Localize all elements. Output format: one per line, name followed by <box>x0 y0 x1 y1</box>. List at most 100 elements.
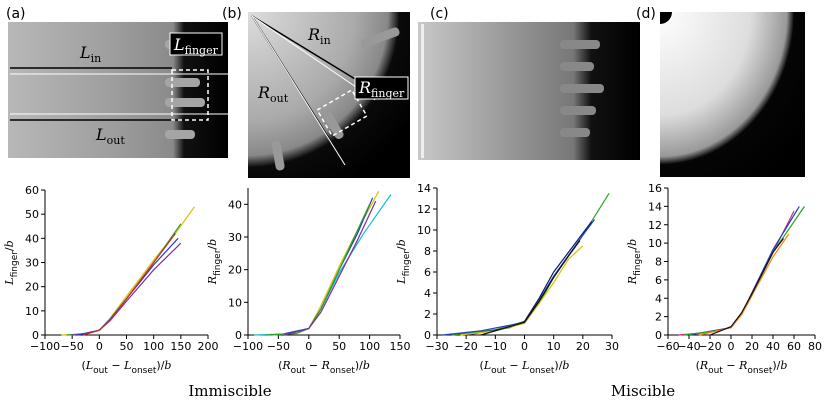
data-line <box>688 206 800 336</box>
data-line <box>72 242 182 336</box>
x-tick-label: −20 <box>455 340 478 353</box>
y-tick-label: 10 <box>648 237 662 250</box>
x-tick-label: −10 <box>484 340 507 353</box>
x-axis-label: (Lout − Lonset)/b <box>82 359 172 376</box>
label-part: onset <box>747 366 772 376</box>
x-tick-label: 100 <box>359 340 380 353</box>
data-line <box>678 210 795 336</box>
label-part: )/ <box>156 359 164 372</box>
label-part: R <box>206 276 219 285</box>
label-part: b <box>626 239 639 246</box>
x-tick-label: −50 <box>267 340 290 353</box>
label-part: / <box>3 247 16 251</box>
x-tick-label: 20 <box>576 340 590 353</box>
y-tick-label: 6 <box>655 274 662 287</box>
y-tick-label: 40 <box>228 198 242 211</box>
data-line <box>254 194 392 336</box>
y-axis-label: Lfinger/b <box>3 240 20 285</box>
label-part: / <box>395 246 408 250</box>
label-part: )/ <box>554 359 562 372</box>
y-tick-label: 0 <box>655 329 662 342</box>
y-tick-label: 4 <box>424 287 431 300</box>
x-axis-label: (Rout − Ronset)/b <box>278 359 370 376</box>
x-tick-label: −100 <box>30 340 60 353</box>
label-part: b <box>206 239 219 246</box>
y-tick-label: 20 <box>25 281 39 294</box>
x-axis-label: (Rout − Ronset)/b <box>696 359 788 376</box>
label-part: )/ <box>772 359 780 372</box>
annotation: Lout <box>95 125 125 147</box>
data-line <box>480 240 581 336</box>
label-part: finger <box>633 249 643 276</box>
label-part: b <box>3 240 16 247</box>
panel-label: (a) <box>6 6 26 22</box>
label-part: − <box>305 359 321 372</box>
label-part: R <box>281 359 290 372</box>
label-part: R <box>626 276 639 285</box>
label-part: out <box>708 366 723 376</box>
data-line <box>61 206 195 336</box>
label-part: L <box>483 359 491 372</box>
data-line <box>460 245 584 336</box>
label-part: / <box>206 246 219 250</box>
y-tick-label: 10 <box>25 305 39 318</box>
y-tick-label: 30 <box>228 231 242 244</box>
label-part: L <box>123 359 131 372</box>
y-tick-label: 6 <box>424 266 431 279</box>
y-tick-label: 4 <box>655 292 662 305</box>
annotation: Lfinger <box>173 35 219 57</box>
label-part: − <box>506 359 522 372</box>
y-tick-label: 20 <box>228 264 242 277</box>
x-tick-label: −40 <box>677 340 700 353</box>
y-axis-label: Rfinger/b <box>206 239 223 285</box>
y-tick-label: 12 <box>648 219 662 232</box>
label-part: R <box>738 359 747 372</box>
data-line <box>82 233 176 336</box>
label-part: finger <box>402 250 412 277</box>
label-part: onset <box>131 366 156 376</box>
label-part: ( <box>480 359 484 372</box>
label-part: )/ <box>355 359 363 372</box>
x-tick-label: 0 <box>728 340 735 353</box>
label-part: / <box>626 246 639 250</box>
label-part: L <box>3 277 16 285</box>
x-tick-label: 20 <box>745 340 759 353</box>
y-axis-label: Rfinger/b <box>626 239 643 285</box>
x-axis-label: (Lout − Lonset)/b <box>480 359 570 376</box>
label-part: R <box>321 359 330 372</box>
label-part: b <box>780 359 787 372</box>
data-line <box>266 204 371 336</box>
x-tick-label: 0 <box>305 340 312 353</box>
label-part: ( <box>82 359 86 372</box>
y-tick-label: 30 <box>25 257 39 270</box>
x-tick-label: 200 <box>198 340 219 353</box>
annotation: Lin <box>79 43 101 65</box>
label-part: L <box>85 359 93 372</box>
panel-label: (b) <box>222 6 242 22</box>
panel-label: (d) <box>636 6 656 22</box>
x-tick-label: 50 <box>120 340 134 353</box>
x-tick-label: 80 <box>808 340 822 353</box>
y-tick-label: 10 <box>228 296 242 309</box>
label-part: − <box>723 359 739 372</box>
photo-d <box>660 12 805 177</box>
label-part: b <box>562 359 569 372</box>
x-tick-label: 100 <box>143 340 164 353</box>
x-tick-label: −20 <box>698 340 721 353</box>
x-tick-label: 10 <box>547 340 561 353</box>
y-tick-label: 40 <box>25 232 39 245</box>
y-tick-label: 8 <box>655 256 662 269</box>
y-tick-label: 0 <box>235 329 242 342</box>
panel-label: (c) <box>430 6 449 22</box>
x-tick-label: 40 <box>766 340 780 353</box>
data-line <box>77 237 179 336</box>
label-part: L <box>395 276 408 284</box>
data-line <box>284 200 377 336</box>
annotation: Rin <box>307 25 331 47</box>
data-line <box>278 197 374 336</box>
label-part: b <box>395 239 408 246</box>
x-tick-label: −100 <box>233 340 263 353</box>
y-tick-label: 8 <box>424 245 431 258</box>
annotation: Rfinger <box>358 78 405 100</box>
y-tick-label: 50 <box>25 208 39 221</box>
